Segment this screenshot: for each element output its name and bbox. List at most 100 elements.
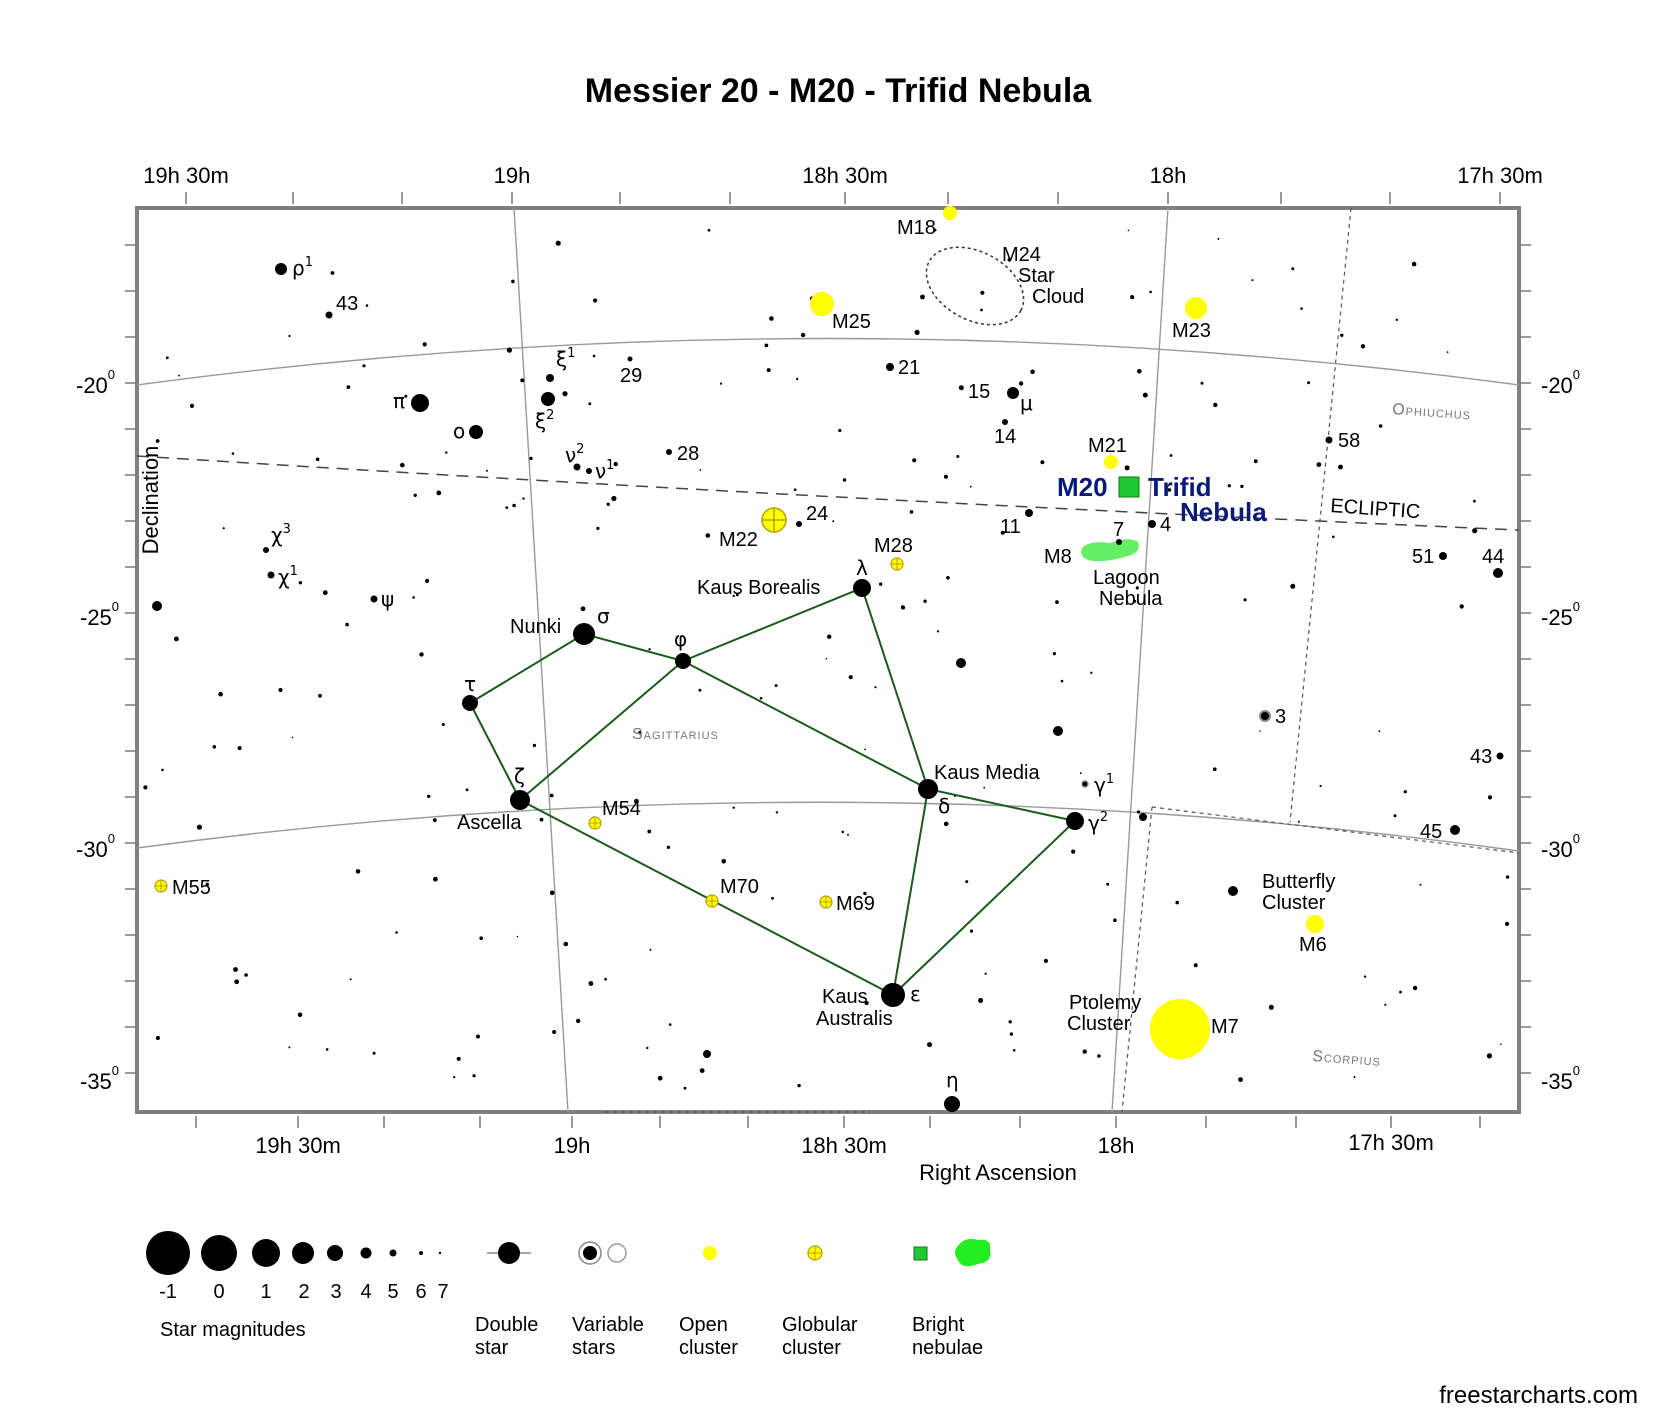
svg-text:Variable: Variable: [572, 1314, 644, 1336]
star-phi: [675, 653, 691, 669]
deep-sky-labels: M18 M24 Star Cloud M25 M23 M21 M22 M28 M…: [172, 217, 1335, 1038]
svg-text:M24: M24: [1002, 244, 1041, 266]
bright-stars: [152, 263, 1503, 1112]
svg-text:29: 29: [620, 365, 642, 387]
svg-text:M8: M8: [1044, 546, 1072, 568]
svg-text:M69: M69: [836, 893, 875, 915]
m54-globular-cluster: [589, 817, 601, 829]
svg-text:3: 3: [1275, 706, 1286, 728]
m28-globular-cluster: [891, 558, 903, 570]
label-xi1: ξ1: [556, 346, 575, 371]
dec-tick-left: -350: [80, 1063, 119, 1094]
svg-text:4: 4: [360, 1281, 371, 1303]
m18-open-cluster: [943, 206, 957, 220]
label-chi1: χ1: [278, 564, 298, 589]
svg-text:51: 51: [1412, 546, 1434, 568]
dec-tick-left: -250: [80, 599, 119, 630]
dec-grid-minus20: [137, 339, 1519, 386]
star-ascella: [510, 790, 530, 810]
dec-tick-right: -350: [1541, 1063, 1580, 1094]
svg-text:15: 15: [968, 381, 990, 403]
star-nu1: [586, 468, 592, 474]
svg-text:21: 21: [898, 357, 920, 379]
star-rho1: [275, 263, 287, 275]
svg-text:58: 58: [1338, 430, 1360, 452]
legend-globular-cluster-icon: [808, 1246, 822, 1260]
svg-text:28: 28: [677, 443, 699, 465]
legend: -1 0 1 2 3 4 5 6 7 Star magnitudes Doubl…: [146, 1231, 991, 1359]
star-psi: [371, 596, 378, 603]
svg-text:M55: M55: [172, 877, 211, 899]
star-gamma1: [1082, 781, 1088, 787]
label-omicron: ο: [453, 419, 465, 443]
label-mu: μ: [1020, 391, 1033, 415]
star-xi2: [541, 392, 555, 406]
star-small: [1139, 813, 1147, 821]
label-kaus-australis-2: Australis: [816, 1008, 893, 1030]
chart-title: Messier 20 - M20 - Trifid Nebula: [585, 72, 1092, 110]
label-gamma1: γ1: [1094, 772, 1114, 797]
star-xi1: [546, 374, 554, 382]
label-phi: φ: [674, 627, 687, 651]
bottom-ra-tick: 19h: [554, 1133, 591, 1158]
label-ascella: Ascella: [457, 812, 522, 834]
deep-sky-objects: [155, 206, 1324, 1059]
star-gamma2: [1066, 812, 1084, 830]
label-lambda: λ: [856, 556, 868, 580]
label-rho1: ρ1: [292, 255, 313, 280]
svg-text:M23: M23: [1172, 320, 1211, 342]
label-delta: δ: [938, 794, 950, 818]
svg-text:M6: M6: [1299, 934, 1327, 956]
ra-grid-18h: [1112, 208, 1168, 1112]
m6-open-cluster: [1306, 915, 1324, 933]
svg-text:2: 2: [298, 1281, 309, 1303]
star-small: [1053, 726, 1063, 736]
star-nunki: [573, 623, 595, 645]
svg-text:7: 7: [1113, 519, 1124, 541]
legend-double-star-icon: [498, 1242, 520, 1264]
svg-text:M70: M70: [720, 876, 759, 898]
legend-bright-nebula-square: [914, 1247, 927, 1260]
legend-magnitude-values: -1 0 1 2 3 4 5 6 7: [159, 1281, 448, 1303]
svg-text:44: 44: [1482, 546, 1504, 568]
star-small: [1228, 886, 1238, 896]
svg-text:0: 0: [213, 1281, 224, 1303]
label-nunki: Nunki: [510, 616, 561, 638]
svg-text:Cluster: Cluster: [1067, 1013, 1131, 1035]
svg-text:cluster: cluster: [782, 1337, 841, 1359]
label-psi: ψ: [381, 587, 394, 611]
legend-magnitudes-title: Star magnitudes: [160, 1319, 306, 1341]
bottom-ra-tick: 18h 30m: [801, 1133, 887, 1158]
svg-text:Ptolemy: Ptolemy: [1069, 992, 1141, 1014]
label-kaus-australis-1: Kaus: [822, 986, 868, 1008]
svg-text:Scorpius: Scorpius: [1312, 1048, 1382, 1070]
label-eta: η: [946, 1068, 959, 1092]
dec-tick-right: -250: [1541, 599, 1580, 630]
ecliptic-label: ECLIPTIC: [1330, 495, 1421, 523]
star-small: [152, 601, 162, 611]
m8-lagoon-nebula: [1081, 539, 1139, 561]
top-ra-tick: 18h 30m: [802, 163, 888, 188]
svg-text:3: 3: [330, 1281, 341, 1303]
svg-text:M7: M7: [1211, 1016, 1239, 1038]
m22-globular-cluster: [762, 508, 786, 532]
m20-trifid-marker: [1119, 477, 1139, 497]
legend-open-cluster-icon: [703, 1246, 717, 1260]
m70-globular-cluster: [706, 895, 718, 907]
svg-text:Cluster: Cluster: [1262, 892, 1326, 914]
svg-text:M22: M22: [719, 529, 758, 551]
bottom-ra-tick: 17h 30m: [1348, 1130, 1434, 1155]
svg-text:14: 14: [994, 426, 1016, 448]
chart-frame: [137, 208, 1519, 1112]
svg-text:Globular: Globular: [782, 1314, 858, 1336]
svg-text:M28: M28: [874, 535, 913, 557]
star-pi: [411, 394, 429, 412]
label-sigma: σ: [597, 604, 610, 628]
svg-text:Bright: Bright: [912, 1314, 965, 1336]
svg-text:11: 11: [1000, 516, 1021, 538]
dec-ticks: -200 -250 -300 -350 -200 -250 -300 -350: [76, 367, 1580, 1094]
svg-text:7: 7: [437, 1281, 448, 1303]
boundary-scorpius-north: [1152, 807, 1519, 853]
sagittarius-asterism: [470, 588, 1075, 995]
